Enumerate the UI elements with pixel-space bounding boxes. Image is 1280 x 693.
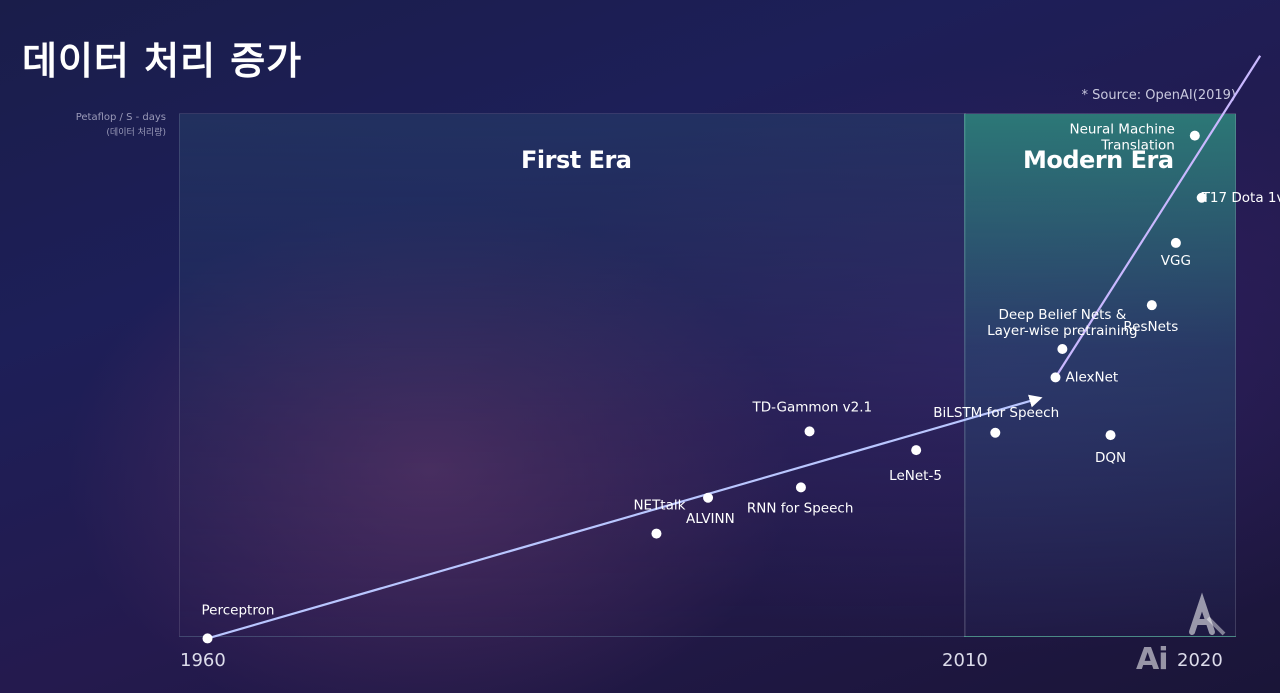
data-point-lenet-5 [911, 445, 922, 456]
y-axis-unit-line2: (데이터 처리량) [106, 128, 166, 138]
modern-era-label: Modern Era [1023, 146, 1174, 174]
data-point-nettalk [651, 528, 662, 539]
data-label-neural-machine-translation: Neural Machine Translation [1069, 122, 1174, 154]
data-label-bilstm-for-speech: BiLSTM for Speech [933, 405, 1059, 421]
page-title: 데이터 처리 증가 [22, 39, 303, 83]
first-era-label: First Era [521, 146, 632, 174]
data-label-deep-belief-nets-layer-wise-pretraining: Deep Belief Nets & Layer-wise pretraining [987, 307, 1138, 339]
first-era-region [179, 113, 966, 637]
data-point-alexnet [1050, 372, 1061, 383]
data-point-resnets [1146, 300, 1157, 311]
data-label-lenet-5: LeNet-5 [889, 468, 942, 484]
data-label-line: Deep Belief Nets & [998, 307, 1126, 323]
data-label-line: Neural Machine [1069, 122, 1174, 138]
data-point-t17-dota-1v1 [1196, 192, 1207, 203]
data-point-alvinn [703, 492, 714, 503]
data-label-alexnet: AlexNet [1065, 369, 1118, 385]
modern-era-trend-line [1054, 55, 1262, 378]
ai-logo-icon [1189, 592, 1226, 636]
x-tick-2020: 2020 [1177, 650, 1223, 671]
data-label-line: Layer-wise pretraining [987, 323, 1138, 339]
data-point-dqn [1105, 430, 1116, 441]
data-point-td-gammon-v2-1 [804, 426, 815, 437]
y-axis-unit-line1: Petaflop / S - days [75, 112, 166, 123]
source-note: * Source: OpenAI(2019) [1081, 88, 1236, 103]
data-point-bilstm-for-speech [990, 427, 1001, 438]
data-label-perceptron: Perceptron [202, 602, 275, 618]
data-point-rnn-for-speech [795, 482, 806, 493]
data-label-line: Translation [1100, 138, 1175, 154]
first-era-trend-line [207, 394, 1043, 640]
data-label-alvinn: ALVINN [686, 511, 735, 527]
data-label-nettalk: NETtalk [633, 498, 685, 514]
watermark-logo-text: Ai [1136, 642, 1169, 677]
data-label-vgg: VGG [1161, 253, 1191, 269]
data-point-deep-belief-nets-layer-wise-pretraining [1057, 344, 1068, 355]
x-tick-1960: 1960 [180, 650, 226, 671]
data-label-dqn: DQN [1095, 450, 1126, 466]
data-label-t17-dota-1v1: T17 Dota 1v1 [1201, 190, 1280, 206]
data-point-perceptron [202, 633, 213, 644]
data-label-rnn-for-speech: RNN for Speech [747, 500, 853, 516]
data-label-resnets: ResNets [1123, 319, 1178, 335]
data-label-td-gammon-v2-1: TD-Gammon v2.1 [752, 399, 873, 415]
data-point-neural-machine-translation [1189, 130, 1200, 141]
modern-era-region [964, 113, 1236, 637]
data-point-vgg [1170, 237, 1181, 248]
y-axis-unit: Petaflop / S - days (데이터 처리량) [40, 112, 166, 138]
x-tick-2010: 2010 [942, 650, 988, 671]
